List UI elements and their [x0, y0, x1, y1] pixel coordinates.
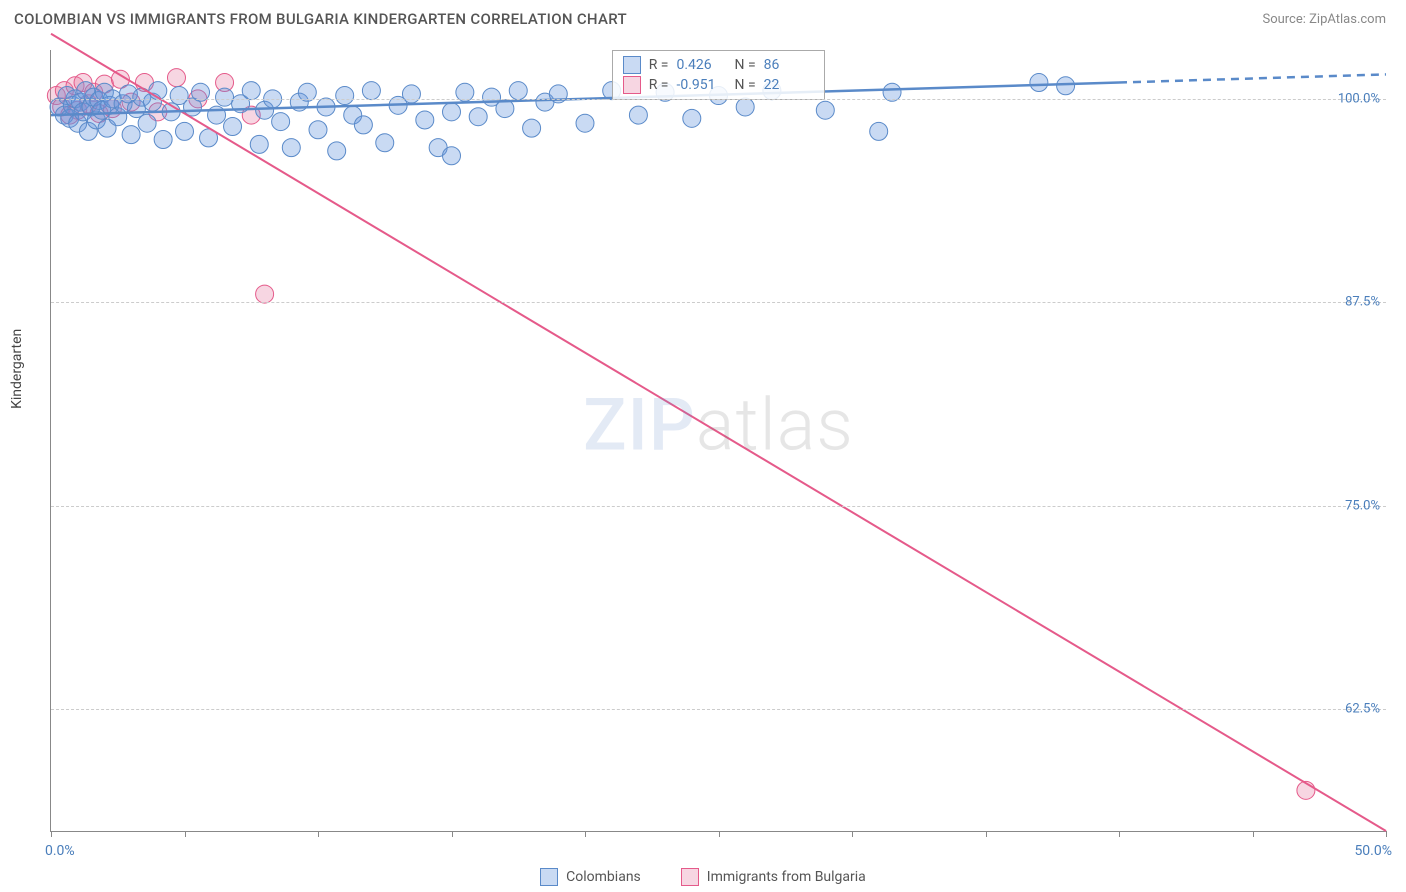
legend-swatch-bulgaria	[681, 868, 699, 886]
legend-swatch-colombians	[540, 868, 558, 886]
regression-line	[51, 34, 1386, 831]
plot-area: Kindergarten ZIPatlas R = 0.426 N = 86 R…	[50, 50, 1386, 832]
chart-source: Source: ZipAtlas.com	[1262, 12, 1386, 27]
stats-swatch-colombians	[623, 56, 641, 74]
legend: Colombians Immigrants from Bulgaria	[0, 868, 1406, 886]
x-tick	[1386, 831, 1387, 837]
legend-item-bulgaria: Immigrants from Bulgaria	[681, 868, 866, 886]
regression-line-dashed	[1119, 74, 1386, 82]
legend-label-colombians: Colombians	[566, 869, 641, 885]
data-point	[629, 106, 647, 124]
stats-n-value-bulgaria: 22	[764, 77, 814, 93]
y-axis-title: Kindergarten	[9, 328, 25, 408]
chart-title: COLOMBIAN VS IMMIGRANTS FROM BULGARIA KI…	[14, 10, 627, 28]
data-point	[443, 103, 461, 121]
grid-line	[51, 709, 1386, 710]
stats-r-label-bulgaria: R =	[649, 77, 669, 93]
x-tick	[986, 831, 987, 837]
data-point	[242, 82, 260, 100]
y-tick-label: 62.5%	[1345, 701, 1380, 716]
data-point	[122, 126, 140, 144]
data-point	[154, 130, 172, 148]
data-point	[523, 119, 541, 137]
x-axis-max-label: 50.0%	[1354, 843, 1392, 859]
grid-line	[51, 506, 1386, 507]
x-tick	[585, 831, 586, 837]
data-point	[216, 88, 234, 106]
x-tick	[719, 831, 720, 837]
x-tick	[318, 831, 319, 837]
data-point	[683, 109, 701, 127]
y-tick-label: 100.0%	[1338, 91, 1380, 106]
stats-swatch-bulgaria	[623, 76, 641, 94]
stats-r-value-bulgaria: -0.951	[676, 77, 726, 93]
stats-n-value-colombians: 86	[764, 57, 814, 73]
x-tick	[452, 831, 453, 837]
stats-row-bulgaria: R = -0.951 N = 22	[623, 75, 814, 95]
x-tick	[1119, 831, 1120, 837]
data-point	[469, 108, 487, 126]
data-point	[272, 113, 290, 131]
x-tick	[185, 831, 186, 837]
legend-item-colombians: Colombians	[540, 868, 641, 886]
data-point	[224, 117, 242, 135]
chart-header: COLOMBIAN VS IMMIGRANTS FROM BULGARIA KI…	[0, 0, 1406, 38]
stats-n-label-colombians: N =	[734, 57, 755, 73]
data-point	[870, 122, 888, 140]
y-tick-label: 87.5%	[1345, 295, 1380, 310]
data-point	[509, 82, 527, 100]
stats-r-value-colombians: 0.426	[676, 57, 726, 73]
data-point	[167, 69, 185, 87]
data-point	[362, 82, 380, 100]
stats-row-colombians: R = 0.426 N = 86	[623, 55, 814, 75]
chart-container: Kindergarten ZIPatlas R = 0.426 N = 86 R…	[50, 50, 1386, 832]
stats-n-label-bulgaria: N =	[734, 77, 755, 93]
stats-r-label-colombians: R =	[649, 57, 669, 73]
data-point	[816, 101, 834, 119]
x-tick	[852, 831, 853, 837]
data-point	[1057, 77, 1075, 95]
data-point	[176, 122, 194, 140]
data-point	[250, 135, 268, 153]
data-point	[416, 111, 434, 129]
legend-label-bulgaria: Immigrants from Bulgaria	[707, 869, 866, 885]
x-tick	[1253, 831, 1254, 837]
data-point	[576, 114, 594, 132]
data-point	[354, 116, 372, 134]
grid-line	[51, 99, 1386, 100]
data-point	[376, 134, 394, 152]
data-point	[736, 98, 754, 116]
data-point	[336, 87, 354, 105]
data-point	[309, 121, 327, 139]
data-point	[328, 142, 346, 160]
x-tick	[51, 831, 52, 837]
y-tick-label: 75.0%	[1345, 498, 1380, 513]
data-point	[1030, 74, 1048, 92]
data-point	[282, 139, 300, 157]
grid-line	[51, 302, 1386, 303]
data-point	[443, 147, 461, 165]
stats-box: R = 0.426 N = 86 R = -0.951 N = 22	[612, 50, 825, 100]
chart-svg	[51, 50, 1386, 831]
x-axis-min-label: 0.0%	[45, 843, 75, 859]
data-point	[256, 285, 274, 303]
data-point	[402, 85, 420, 103]
data-point	[138, 114, 156, 132]
